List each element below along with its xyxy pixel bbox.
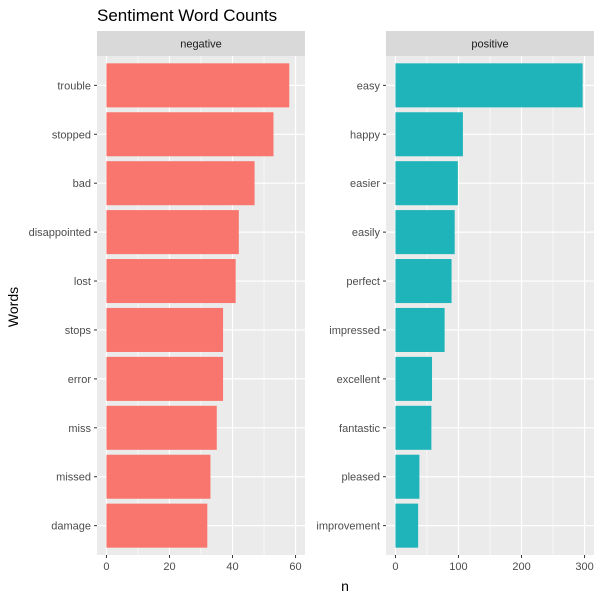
bar-negative-trouble: [106, 63, 290, 108]
bar-negative-bad: [106, 161, 255, 206]
bar-negative-lost: [106, 259, 236, 304]
y-tick-label: missed: [56, 472, 91, 484]
bar-positive-easier: [395, 161, 458, 206]
bar-negative-damage: [106, 503, 208, 548]
bar-positive-improvement: [395, 503, 419, 548]
y-tick-label: lost: [74, 276, 91, 288]
y-tick-label: happy: [350, 129, 380, 141]
bar-negative-disappointed: [106, 210, 239, 255]
bar-positive-fantastic: [395, 405, 432, 450]
strip-label-positive: positive: [471, 39, 508, 51]
y-tick-label: stops: [65, 325, 92, 337]
x-tick-label: 100: [449, 561, 467, 573]
strip-negative: [97, 31, 305, 56]
y-tick-label: miss: [68, 423, 91, 435]
x-tick-label: 20: [163, 561, 175, 573]
bar-positive-perfect: [395, 259, 452, 304]
bar-negative-stops: [106, 307, 224, 352]
bar-positive-excellent: [395, 356, 433, 401]
y-tick-label: impressed: [329, 325, 380, 337]
y-tick-label: easy: [357, 80, 381, 92]
y-axis-label: Words: [5, 287, 21, 327]
facet-panels: negative trouble stopped bad disappointed los…: [29, 31, 594, 573]
y-tick-label: pleased: [341, 472, 380, 484]
bar-negative-error: [106, 356, 224, 401]
chart-title: Sentiment Word Counts: [97, 6, 277, 25]
bar-positive-easily: [395, 210, 455, 255]
bar-negative-stopped: [106, 112, 274, 157]
bar-negative-miss: [106, 405, 217, 450]
bar-positive-happy: [395, 112, 463, 157]
y-tick-label: error: [68, 374, 92, 386]
y-tick-label: fantastic: [339, 423, 380, 435]
x-axis-label: n: [341, 578, 349, 594]
y-tick-label: trouble: [57, 80, 91, 92]
y-tick-label: perfect: [346, 276, 380, 288]
y-tick-label: easier: [350, 178, 380, 190]
bar-negative-missed: [106, 454, 211, 499]
strip-label-negative: negative: [180, 39, 222, 51]
bar-positive-easy: [395, 63, 583, 108]
panel-negative: negative trouble stopped bad disappointed los…: [29, 31, 305, 573]
panel-positive: positive easy happy easier easily perfect impr…: [316, 31, 594, 573]
x-tick-label: 40: [226, 561, 238, 573]
strip-positive: [386, 31, 594, 56]
bar-positive-pleased: [395, 454, 420, 499]
y-tick-label: disappointed: [29, 227, 91, 239]
y-tick-label: damage: [51, 521, 91, 533]
y-tick-label: excellent: [337, 374, 380, 386]
x-tick-label: 200: [512, 561, 530, 573]
y-tick-label: bad: [73, 178, 91, 190]
x-tick-label: 300: [575, 561, 593, 573]
x-tick-label: 0: [103, 561, 109, 573]
bar-positive-impressed: [395, 307, 445, 352]
x-tick-label: 60: [289, 561, 301, 573]
y-tick-label: easily: [352, 227, 381, 239]
y-tick-label: stopped: [52, 129, 91, 141]
y-tick-label: improvement: [316, 521, 380, 533]
x-tick-label: 0: [392, 561, 398, 573]
